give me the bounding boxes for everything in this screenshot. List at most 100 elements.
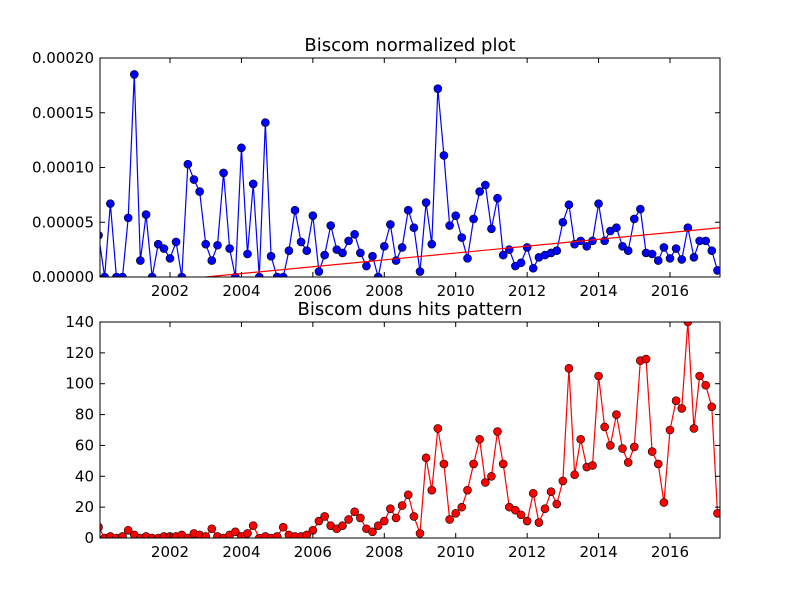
marker bbox=[415, 267, 425, 276]
marker bbox=[576, 434, 586, 444]
marker bbox=[564, 200, 574, 210]
marker bbox=[481, 180, 490, 190]
marker bbox=[469, 214, 478, 224]
x-tick-label: 2004 bbox=[222, 543, 260, 561]
marker bbox=[498, 459, 508, 469]
marker bbox=[516, 258, 526, 268]
marker bbox=[415, 529, 425, 538]
marker bbox=[409, 512, 419, 521]
marker bbox=[189, 175, 199, 184]
series-line bbox=[100, 322, 719, 538]
marker bbox=[475, 434, 484, 444]
x-tick-label: 2008 bbox=[365, 282, 403, 300]
marker bbox=[254, 272, 264, 277]
marker bbox=[623, 246, 633, 256]
marker bbox=[498, 250, 508, 260]
series-line bbox=[205, 227, 720, 277]
marker bbox=[689, 424, 699, 433]
marker bbox=[171, 237, 181, 247]
marker bbox=[362, 261, 371, 271]
marker bbox=[100, 231, 103, 240]
marker bbox=[284, 246, 294, 256]
marker bbox=[641, 354, 651, 364]
marker bbox=[677, 404, 687, 413]
marker bbox=[564, 363, 574, 373]
marker bbox=[457, 233, 467, 242]
marker bbox=[302, 246, 312, 256]
marker bbox=[290, 205, 300, 215]
marker bbox=[618, 242, 627, 251]
marker bbox=[677, 255, 687, 264]
marker bbox=[671, 396, 681, 405]
marker bbox=[231, 527, 240, 537]
marker bbox=[647, 447, 657, 456]
marker bbox=[379, 242, 389, 251]
marker bbox=[207, 524, 217, 534]
marker bbox=[195, 187, 204, 196]
marker bbox=[373, 521, 383, 530]
marker bbox=[516, 510, 526, 520]
marker bbox=[481, 478, 490, 487]
marker bbox=[659, 243, 669, 252]
marker bbox=[511, 505, 520, 515]
marker bbox=[129, 70, 139, 79]
marker bbox=[594, 371, 603, 381]
marker bbox=[379, 516, 389, 526]
marker bbox=[314, 516, 324, 526]
marker bbox=[183, 533, 193, 538]
x-tick-label: 2002 bbox=[151, 543, 189, 561]
marker bbox=[338, 521, 347, 530]
y-tick-label: 0.00020 bbox=[32, 49, 94, 67]
marker bbox=[594, 199, 603, 208]
x-tick-label: 2012 bbox=[508, 282, 546, 300]
y-tick-label: 80 bbox=[75, 406, 94, 424]
marker bbox=[183, 159, 193, 169]
y-tick-label: 0.00005 bbox=[32, 213, 94, 231]
marker bbox=[433, 424, 443, 433]
marker bbox=[237, 143, 246, 153]
marker bbox=[373, 272, 383, 277]
marker bbox=[701, 380, 711, 390]
marker bbox=[248, 521, 258, 530]
marker bbox=[106, 199, 115, 208]
marker bbox=[665, 425, 675, 435]
marker bbox=[463, 254, 472, 263]
marker bbox=[123, 525, 133, 535]
y-tick-label: 120 bbox=[65, 344, 94, 362]
marker bbox=[302, 530, 312, 538]
marker bbox=[409, 223, 419, 233]
x-tick-label: 2006 bbox=[294, 282, 332, 300]
axes-frame bbox=[99, 321, 721, 539]
marker bbox=[629, 442, 639, 452]
y-tick-label: 0.00015 bbox=[32, 104, 94, 122]
x-tick-label: 2006 bbox=[294, 543, 332, 561]
marker bbox=[391, 513, 401, 523]
marker bbox=[612, 410, 621, 419]
marker bbox=[522, 243, 532, 252]
marker bbox=[582, 242, 592, 251]
marker bbox=[689, 252, 699, 262]
marker bbox=[278, 522, 288, 532]
y-tick-label: 0.00010 bbox=[32, 159, 94, 177]
y-tick-label: 20 bbox=[75, 498, 94, 516]
marker bbox=[391, 256, 401, 265]
marker bbox=[118, 532, 127, 538]
marker bbox=[570, 470, 579, 480]
y-tick-label: 0 bbox=[84, 529, 94, 547]
marker bbox=[100, 523, 103, 532]
marker bbox=[201, 239, 211, 249]
marker bbox=[701, 236, 711, 246]
marker bbox=[653, 459, 663, 469]
chart-title: Biscom duns hits pattern bbox=[298, 299, 523, 320]
marker bbox=[493, 427, 502, 436]
marker bbox=[558, 217, 568, 227]
marker bbox=[683, 322, 693, 327]
marker bbox=[647, 249, 657, 259]
x-tick-label: 2002 bbox=[151, 282, 189, 300]
y-tick-label: 40 bbox=[75, 467, 94, 485]
marker bbox=[397, 501, 407, 510]
x-tick-label: 2014 bbox=[579, 282, 617, 300]
y-tick-label: 100 bbox=[65, 375, 94, 393]
marker bbox=[552, 246, 562, 256]
x-tick-label: 2014 bbox=[579, 543, 617, 561]
